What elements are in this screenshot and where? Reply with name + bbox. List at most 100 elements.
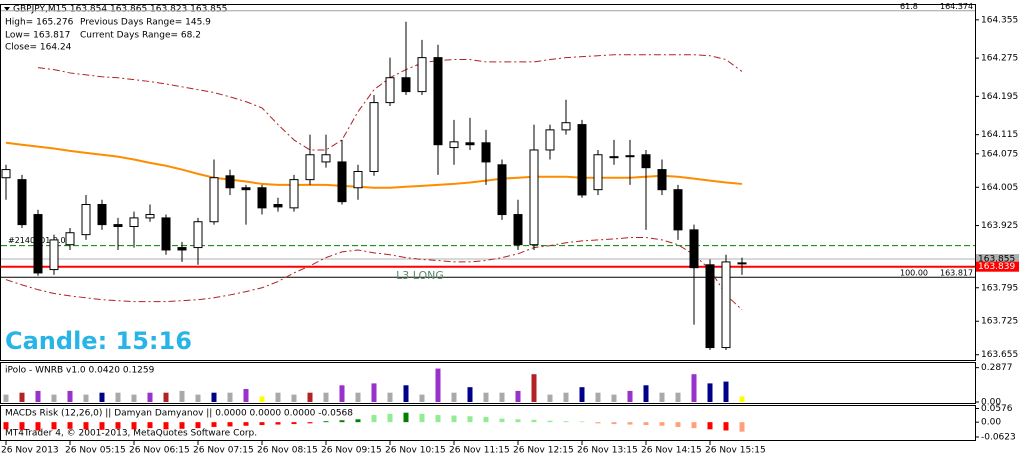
y-tick-label: 164.115 [981,130,1018,140]
x-tick-label: 26 Nov 05:15 [65,446,126,456]
histogram-bar [659,422,665,426]
candle-body [465,142,475,146]
candle-body [497,164,507,216]
x-tick-label: 26 Nov 10:15 [385,446,446,456]
y-tick-label: 164.275 [981,54,1018,64]
indicator-panel-frame [0,362,976,404]
histogram-bar [451,415,457,423]
histogram-bar [419,413,425,423]
histogram-bar [483,392,489,402]
histogram-bar [195,394,201,402]
candle-body [737,262,747,265]
histogram-bar [179,390,185,402]
level-price: 164.374 [940,2,973,11]
histogram-bar [595,392,601,402]
indicator-title: MACDs Risk (12,26,0) || Damyan Damyanov … [5,409,353,419]
histogram-bar [547,420,553,423]
y-tick-label: 164.005 [981,183,1018,193]
candle-body [337,161,347,203]
candle-body [17,179,27,226]
level-tag: 100.00 [900,269,928,278]
histogram-bar [627,390,633,402]
histogram-bar [355,392,361,402]
histogram-bar [323,392,329,402]
price-box [976,254,1019,265]
candle-body [561,122,571,131]
histogram-bar [387,413,393,423]
y-tick-label: -0.0623 [981,432,1016,442]
x-tick-label: 26 Nov 15:15 [705,446,766,456]
x-tick-label: 26 Nov 13:15 [577,446,638,456]
candle-body [609,156,619,159]
y-tick-label: 163.655 [981,350,1018,360]
histogram-bar [83,422,89,430]
candle-body [545,129,555,151]
candle-body [257,187,267,209]
candle-body [289,179,299,209]
histogram-bar [627,422,633,425]
histogram-bar [643,385,649,402]
histogram-bar [579,421,585,423]
histogram-bar [435,415,441,423]
overlay-line [5,237,743,311]
histogram-bar [19,422,25,430]
histogram-bar [179,422,185,429]
y-tick-label: 164.355 [981,15,1018,25]
histogram-bar [563,421,569,423]
candle-body [673,189,683,231]
histogram-bar [275,392,281,402]
histogram-bar [147,392,153,402]
candle-body [145,214,155,219]
histogram-bar [67,390,73,402]
histogram-bar [531,374,537,402]
level-tag: 61.8 [900,2,918,11]
histogram-bar [243,388,249,402]
histogram-bar [515,419,521,423]
histogram-bar [83,394,89,402]
y-tick-label: 0.2877 [981,363,1013,373]
y-tick-label: 163.725 [981,317,1018,327]
price-box-label: 163.839 [978,262,1015,272]
x-tick-label: 26 Nov 06:15 [129,446,190,456]
histogram-bar [467,387,473,402]
candle-body [321,154,331,163]
candle-body [1,169,11,179]
histogram-bar [659,392,665,402]
chart-header: GBPJPY,M15 163.854 163.865 163.823 163.8… [13,5,227,15]
histogram-bar [723,422,729,431]
x-tick-label: 26 Nov 14:15 [641,446,702,456]
candle-body [241,187,251,191]
histogram-bar [339,420,345,423]
histogram-bar [195,422,201,429]
histogram-bar [99,422,105,430]
candle-body [625,155,635,158]
candle-body [369,102,379,172]
histogram-bar [243,422,249,426]
histogram-bar [323,421,329,423]
histogram-bar [611,422,617,425]
histogram-bar [515,390,521,402]
x-tick-label: 26 Nov 11:15 [449,446,510,456]
histogram-bar [643,422,649,426]
candle-body [705,264,715,349]
candle-body [113,224,123,228]
histogram-bar [259,422,265,426]
candle-body [593,154,603,191]
candle-body [97,204,107,226]
histogram-bar [227,422,233,427]
candle-body [33,214,43,274]
histogram-bar [403,412,409,423]
histogram-bar [739,422,745,432]
histogram-bar [211,392,217,402]
histogram-bar [435,368,441,402]
histogram-bar [403,385,409,402]
stat-text: High= 165.276 [5,18,74,28]
main-panel-frame [0,4,976,361]
stat-text: Current Days Range= 68.2 [80,31,201,41]
histogram-bar [387,392,393,402]
indicator-title: iPolo - WNRB v1.0 0.0420 0.1259 [5,366,155,376]
candle-body [449,141,459,149]
histogram-bar [291,394,297,402]
y-tick-label: 163.795 [981,283,1018,293]
